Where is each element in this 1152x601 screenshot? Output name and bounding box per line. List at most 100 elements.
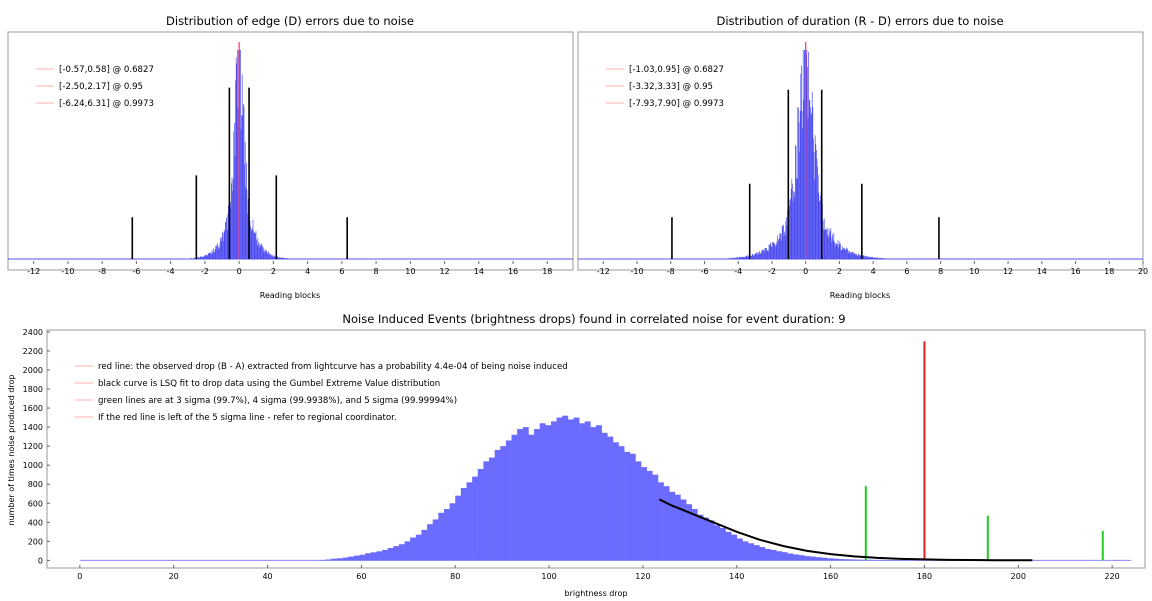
x-tick-label: 6 [339, 267, 344, 276]
y-tick-label: 1000 [23, 461, 43, 470]
histogram-bar [748, 543, 754, 561]
x-tick-label: 8 [374, 267, 379, 276]
y-tick-label: 600 [28, 499, 43, 508]
histogram-bar [714, 525, 721, 561]
y-tick-label: 1400 [23, 423, 43, 432]
x-tick-label: 8 [938, 267, 943, 276]
histogram-bar [674, 494, 681, 561]
x-tick-label: 2 [271, 267, 276, 276]
histogram-bar [866, 559, 873, 561]
legend-entry: [-0.57,0.58] @ 0.6827 [59, 65, 154, 75]
histogram-bar [843, 559, 850, 561]
histogram-bar [336, 558, 343, 561]
legend: red line: the observed drop (B - A) extr… [75, 362, 568, 423]
histogram-bar [725, 531, 732, 561]
duration-error-chart: Distribution of duration (R - D) errors … [577, 14, 1148, 300]
x-tick-label: 12 [1003, 267, 1013, 276]
histogram-bar [770, 549, 777, 561]
histogram-bar [590, 427, 597, 561]
fit-curve [658, 498, 1033, 562]
histogram-bar [348, 556, 355, 561]
x-tick-label: 20 [1138, 267, 1148, 276]
chart-title: Noise Induced Events (brightness drops) … [342, 312, 845, 326]
x-tick-label: -10 [630, 267, 643, 276]
confidence-markers [131, 42, 348, 259]
histogram-bar [567, 419, 574, 561]
x-tick-label: 12 [439, 267, 449, 276]
y-tick-label: 1200 [23, 442, 43, 451]
sigma-lines [864, 341, 1104, 561]
y-tick-label: 200 [28, 537, 43, 546]
x-tick-label: -8 [98, 267, 106, 276]
x-tick-label: -6 [701, 267, 709, 276]
histogram-bar [612, 442, 619, 561]
histogram-bar [427, 524, 434, 561]
x-tick-label: 18 [542, 267, 552, 276]
histogram-bar [804, 556, 811, 561]
histogram-bar [708, 520, 715, 561]
x-tick-label: -4 [167, 267, 175, 276]
x-tick-label: 100 [541, 572, 556, 581]
legend-entry: [-7.93,7.90] @ 0.9973 [629, 99, 724, 109]
x-tick-label: 120 [635, 572, 650, 581]
histogram-bar [776, 551, 783, 561]
histogram-bar [860, 559, 867, 561]
gumbel-fit [658, 498, 1033, 562]
histogram-bar [624, 451, 631, 561]
histogram-bar [325, 559, 332, 561]
histogram-bar [511, 434, 518, 561]
x-tick-label: 16 [508, 267, 518, 276]
x-tick-label: 60 [356, 572, 366, 581]
x-tick-label: -12 [27, 267, 40, 276]
legend-entry: green lines are at 3 sigma (99.7%), 4 si… [98, 396, 457, 406]
histogram-bar [657, 482, 664, 561]
histogram-bar [691, 508, 698, 561]
x-tick-label: 0 [237, 267, 242, 276]
histogram-bar [855, 559, 861, 561]
x-tick-label: 14 [474, 267, 484, 276]
x-axis-label: brightness drop [565, 589, 628, 598]
edge-error-chart: Distribution of edge (D) errors due to n… [7, 14, 574, 300]
histogram-bar [376, 551, 383, 561]
histogram-bar [477, 468, 484, 561]
histogram-bar [539, 423, 546, 561]
histogram-bar [415, 534, 422, 561]
histogram-bar [545, 425, 552, 561]
x-axis-label: Reading blocks [260, 291, 320, 300]
x-tick-label: 10 [969, 267, 979, 276]
histogram-bar [764, 548, 771, 561]
legend: [-1.03,0.95] @ 0.6827 [-3.32,3.33] @ 0.9… [606, 65, 724, 109]
histogram [578, 50, 1143, 260]
histogram-bar [793, 554, 800, 561]
x-axis: -12 -10 -8 -6 -4 -2 0 2 4 6 8 10 12 14 16 18 20 [597, 261, 1148, 276]
histogram-bar [838, 559, 845, 561]
histogram-bar [646, 470, 653, 561]
x-tick-label: 40 [262, 572, 272, 581]
chart-title: Distribution of duration (R - D) errors … [716, 14, 1003, 28]
histogram-bar [573, 417, 580, 561]
histogram-bar [370, 552, 377, 561]
x-axis-label: Reading blocks [830, 291, 890, 300]
histogram-bar [686, 504, 693, 561]
histogram-bar [815, 557, 822, 561]
legend-entry: If the red line is left of the 5 sigma l… [98, 413, 397, 423]
histogram-bar [781, 552, 788, 561]
x-tick-label: 140 [729, 572, 744, 581]
legend-entry: red line: the observed drop (B - A) extr… [98, 362, 568, 372]
histogram-bar [821, 557, 828, 561]
x-tick-label: 6 [904, 267, 909, 276]
histogram-bar [472, 476, 479, 561]
histogram-bar [596, 425, 602, 561]
x-tick-label: 220 [1105, 572, 1120, 581]
x-tick-label: -4 [734, 267, 742, 276]
x-tick-label: -2 [768, 267, 776, 276]
x-tick-label: 4 [305, 267, 310, 276]
histogram-bar [652, 474, 659, 561]
histogram-bar [466, 482, 473, 561]
y-tick-label: 1600 [23, 404, 43, 413]
histogram-bar [641, 467, 647, 561]
histogram-bar [449, 503, 456, 561]
chart-title: Distribution of edge (D) errors due to n… [166, 14, 414, 28]
histogram-bar [702, 517, 709, 561]
